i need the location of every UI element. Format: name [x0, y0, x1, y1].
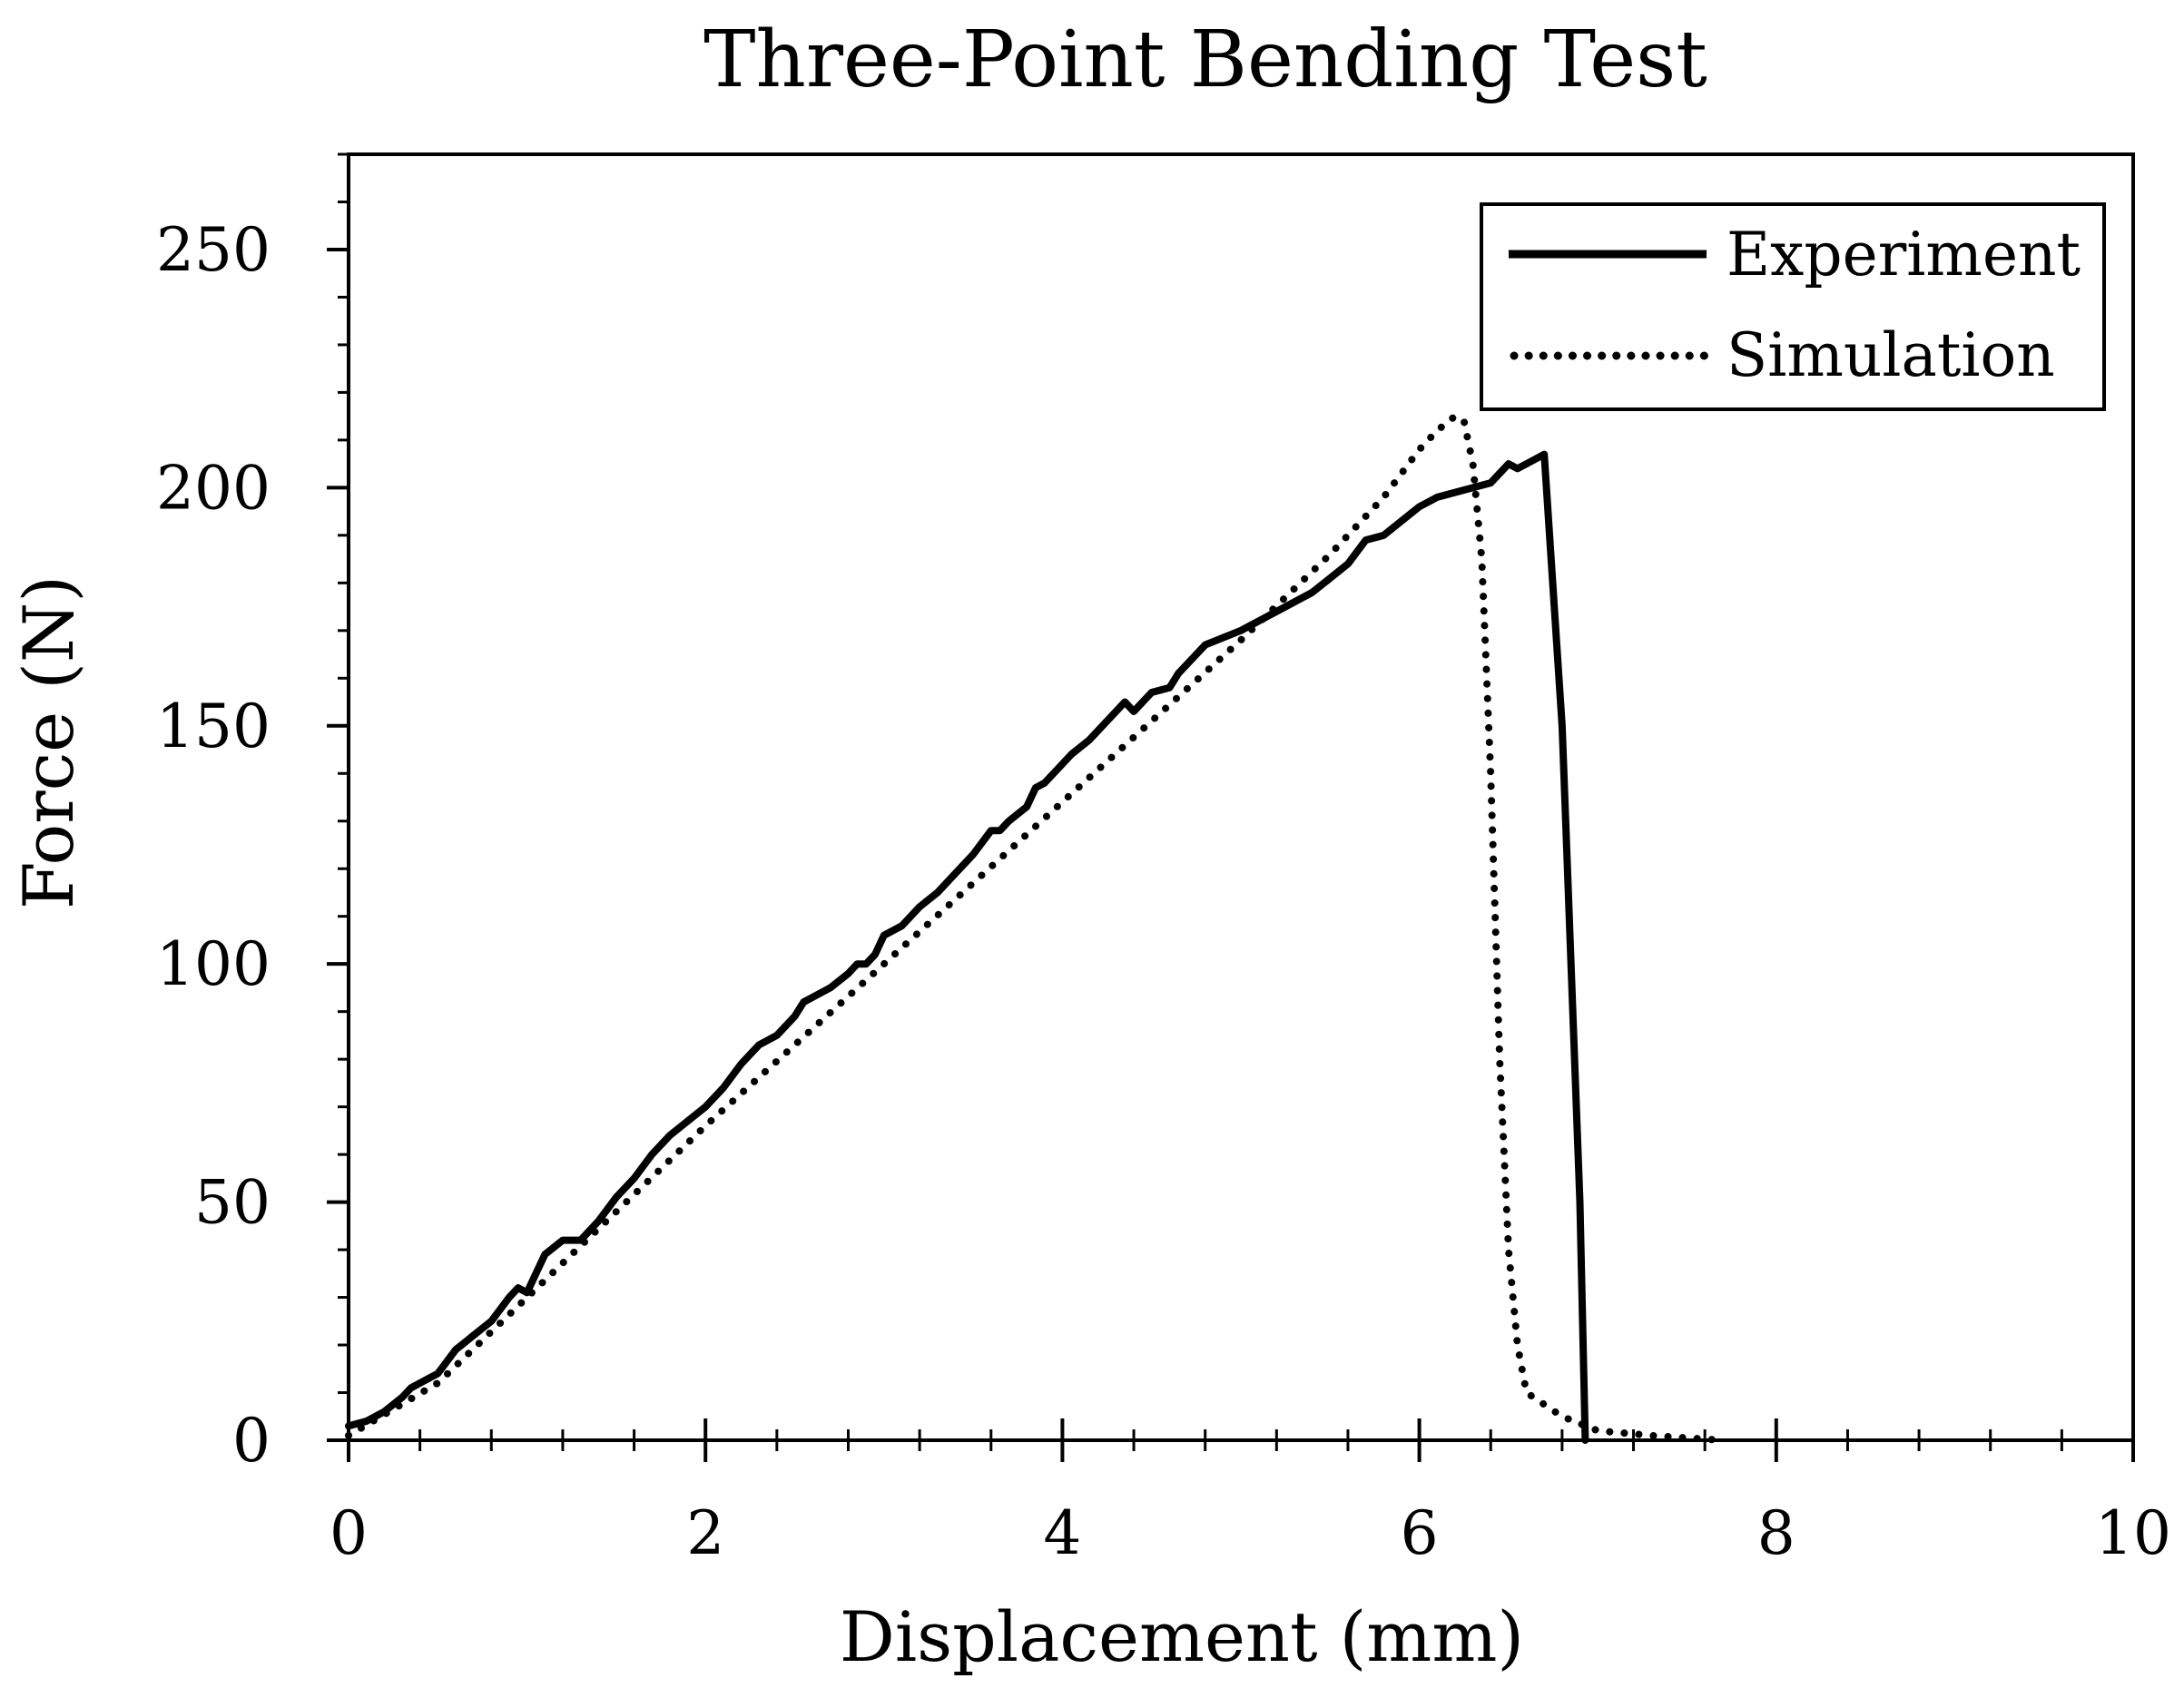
- chart-title: Three-Point Bending Test: [703, 15, 1707, 105]
- x-tick-label: 6: [1401, 1498, 1439, 1568]
- y-tick-label: 250: [156, 215, 271, 285]
- plot-frame: [347, 152, 2135, 1442]
- x-tick-label: 10: [2095, 1498, 2171, 1568]
- y-tick-label: 200: [156, 453, 271, 523]
- y-tick-label: 0: [232, 1406, 271, 1476]
- legend: Experiment Simulation: [1480, 202, 2106, 411]
- x-tick-label: 4: [1043, 1498, 1081, 1568]
- x-tick-label: 8: [1757, 1498, 1795, 1568]
- series-layer: [345, 412, 1727, 1444]
- y-tick-label: 50: [194, 1168, 271, 1238]
- y-tick-label: 100: [156, 929, 271, 999]
- x-tick-label: 0: [330, 1498, 368, 1568]
- legend-box: [1480, 202, 2106, 411]
- x-axis-label: Displacement (mm): [840, 1596, 1524, 1677]
- legend-label-simulation: Simulation: [1727, 320, 2055, 390]
- y-tick-label: 150: [156, 692, 271, 761]
- x-tick-label: 2: [686, 1498, 724, 1568]
- legend-label-experiment: Experiment: [1727, 220, 2081, 290]
- series-line-experiment: [345, 450, 1589, 1444]
- y-axis-label: Force (N): [8, 575, 89, 909]
- series-line-simulation: [345, 412, 1727, 1444]
